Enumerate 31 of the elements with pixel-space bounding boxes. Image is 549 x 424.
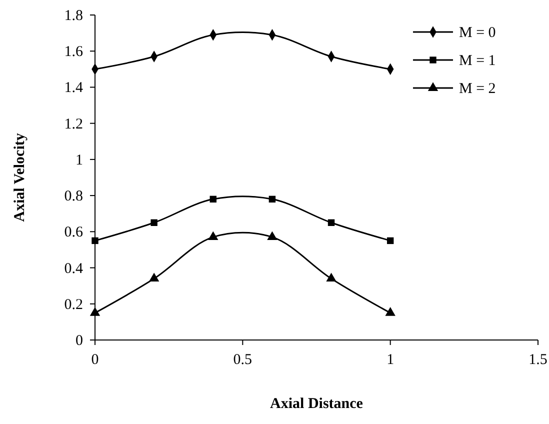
point: [148, 272, 160, 282]
point: [150, 219, 158, 226]
point: [385, 307, 396, 316]
y-tick-label: 0.8: [64, 188, 83, 205]
y-axis-title: Axial Velocity: [12, 132, 28, 222]
x-tick-label: 0.5: [233, 352, 252, 368]
y-tick-label: 1.4: [64, 80, 84, 96]
point: [268, 196, 276, 203]
point: [92, 237, 98, 244]
legend-label: M = 2: [459, 81, 496, 97]
y-tick-label: 0.6: [64, 224, 84, 241]
y-tick-label: 0.2: [64, 296, 83, 313]
point: [210, 196, 216, 203]
x-tick-label: 0: [91, 352, 99, 368]
point: [386, 237, 394, 244]
x-tick-label: 1.5: [528, 352, 548, 368]
point: [328, 219, 335, 226]
x-axis-title: Axial Distance: [270, 396, 364, 412]
point: [208, 231, 218, 240]
y-tick-label: 1: [76, 152, 83, 168]
point: [326, 272, 336, 282]
point: [267, 231, 278, 240]
y-tick-label: 1.2: [64, 116, 83, 132]
x-tick-label: 1: [386, 352, 394, 368]
y-tick-label: 1.6: [64, 44, 84, 60]
y-tick-label: 0.4: [64, 260, 84, 277]
point: [90, 307, 100, 316]
legend-label: M = 1: [459, 53, 496, 69]
y-tick-label: 1.8: [64, 8, 83, 24]
y-tick-label: 0: [76, 333, 83, 349]
legend-label: M = 0: [459, 25, 496, 41]
